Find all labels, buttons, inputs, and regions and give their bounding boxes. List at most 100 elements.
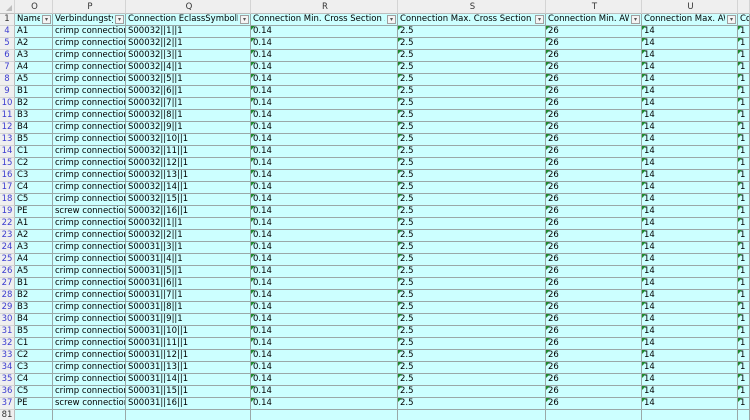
table-cell[interactable]: 14 xyxy=(642,98,738,110)
table-cell[interactable]: 0.14 xyxy=(251,362,398,374)
table-cell[interactable]: 26 xyxy=(546,62,642,74)
table-cell[interactable]: PE xyxy=(15,398,53,410)
table-cell[interactable]: 26 xyxy=(546,254,642,266)
table-cell[interactable]: S00031||10||1 xyxy=(126,326,251,338)
table-cell[interactable]: crimp connection xyxy=(53,242,126,254)
table-cell[interactable]: 14 xyxy=(642,302,738,314)
column-header-Q[interactable]: Q xyxy=(126,0,251,14)
table-cell[interactable]: 0.14 xyxy=(251,254,398,266)
table-cell[interactable]: 0.14 xyxy=(251,386,398,398)
table-cell[interactable]: 2.5 xyxy=(398,254,546,266)
table-cell[interactable]: 0.14 xyxy=(251,134,398,146)
table-cell[interactable]: 26 xyxy=(546,122,642,134)
table-cell[interactable]: 0.14 xyxy=(251,122,398,134)
table-cell[interactable]: 14 xyxy=(642,386,738,398)
table-cell[interactable]: 14 xyxy=(642,254,738,266)
row-number[interactable]: 12 xyxy=(0,122,15,134)
table-cell[interactable]: B4 xyxy=(15,314,53,326)
table-cell[interactable]: S00032||8||1 xyxy=(126,110,251,122)
row-number[interactable]: 31 xyxy=(0,326,15,338)
table-cell[interactable]: 26 xyxy=(546,158,642,170)
filter-dropdown-button[interactable]: ▾ xyxy=(631,15,640,24)
table-cell[interactable]: 1 xyxy=(738,242,750,254)
table-cell[interactable]: 14 xyxy=(642,374,738,386)
table-cell[interactable]: crimp connection xyxy=(53,182,126,194)
table-cell[interactable]: 26 xyxy=(546,86,642,98)
table-cell[interactable]: 2.5 xyxy=(398,194,546,206)
table-cell[interactable]: 14 xyxy=(642,230,738,242)
filter-dropdown-button[interactable]: ▾ xyxy=(387,15,396,24)
table-cell[interactable]: 2.5 xyxy=(398,326,546,338)
table-cell[interactable]: crimp connection xyxy=(53,218,126,230)
table-cell[interactable]: S00032||16||1 xyxy=(126,206,251,218)
table-cell[interactable]: 14 xyxy=(642,206,738,218)
table-cell[interactable]: 0.14 xyxy=(251,266,398,278)
table-cell[interactable]: 14 xyxy=(642,26,738,38)
table-cell[interactable]: 14 xyxy=(642,134,738,146)
table-cell[interactable]: 26 xyxy=(546,74,642,86)
table-cell[interactable]: C1 xyxy=(15,338,53,350)
table-cell[interactable]: 14 xyxy=(642,86,738,98)
table-cell[interactable]: S00031||6||1 xyxy=(126,278,251,290)
table-cell[interactable]: 0.14 xyxy=(251,110,398,122)
row-number[interactable]: 18 xyxy=(0,194,15,206)
table-cell[interactable]: A5 xyxy=(15,266,53,278)
table-cell[interactable]: crimp connection xyxy=(53,38,126,50)
table-cell[interactable]: 2.5 xyxy=(398,242,546,254)
table-cell[interactable]: 1 xyxy=(738,110,750,122)
table-cell[interactable]: 2.5 xyxy=(398,302,546,314)
table-cell[interactable]: crimp connection xyxy=(53,326,126,338)
table-cell[interactable]: 2.5 xyxy=(398,386,546,398)
table-cell[interactable]: B5 xyxy=(15,326,53,338)
table-cell[interactable]: crimp connection xyxy=(53,290,126,302)
table-cell[interactable]: crimp connection xyxy=(53,62,126,74)
table-cell[interactable]: crimp connection xyxy=(53,122,126,134)
table-cell[interactable]: 1 xyxy=(738,206,750,218)
row-number[interactable]: 4 xyxy=(0,26,15,38)
column-header-U[interactable]: U xyxy=(642,0,738,14)
table-cell[interactable]: S00032||11||1 xyxy=(126,146,251,158)
table-cell[interactable]: 1 xyxy=(738,386,750,398)
row-number[interactable]: 32 xyxy=(0,338,15,350)
table-cell[interactable]: 26 xyxy=(546,98,642,110)
table-cell[interactable]: 2.5 xyxy=(398,110,546,122)
table-cell[interactable]: S00032||14||1 xyxy=(126,182,251,194)
row-number[interactable]: 27 xyxy=(0,278,15,290)
table-cell[interactable]: crimp connection xyxy=(53,362,126,374)
table-cell[interactable]: 14 xyxy=(642,398,738,410)
table-cell[interactable]: S00031||8||1 xyxy=(126,302,251,314)
table-cell[interactable]: 2.5 xyxy=(398,134,546,146)
table-cell[interactable]: B1 xyxy=(15,278,53,290)
table-cell[interactable]: 1 xyxy=(738,74,750,86)
table-cell[interactable]: 26 xyxy=(546,266,642,278)
column-header-O[interactable]: O xyxy=(15,0,53,14)
table-cell[interactable]: 26 xyxy=(546,194,642,206)
table-cell[interactable]: 14 xyxy=(642,326,738,338)
table-cell[interactable]: S00031||4||1 xyxy=(126,254,251,266)
column-header-R[interactable]: R xyxy=(251,0,398,14)
table-cell[interactable]: 14 xyxy=(642,146,738,158)
table-cell[interactable]: 2.5 xyxy=(398,218,546,230)
column-header-V[interactable] xyxy=(738,0,750,14)
table-cell[interactable]: S00032||2||1 xyxy=(126,38,251,50)
table-cell[interactable]: screw connection xyxy=(53,398,126,410)
table-cell[interactable]: S00032||10||1 xyxy=(126,134,251,146)
table-cell[interactable]: 14 xyxy=(642,350,738,362)
table-cell[interactable]: crimp connection xyxy=(53,254,126,266)
table-cell[interactable]: A3 xyxy=(15,50,53,62)
table-cell[interactable]: B1 xyxy=(15,86,53,98)
table-cell[interactable]: S00032||2||1 xyxy=(126,230,251,242)
row-number[interactable]: 11 xyxy=(0,110,15,122)
table-cell[interactable]: S00031||12||1 xyxy=(126,350,251,362)
table-cell[interactable]: 0.14 xyxy=(251,326,398,338)
filter-dropdown-button[interactable]: ▾ xyxy=(42,15,51,24)
row-number[interactable]: 36 xyxy=(0,386,15,398)
table-cell[interactable]: S00032||7||1 xyxy=(126,98,251,110)
table-cell[interactable]: 1 xyxy=(738,374,750,386)
table-cell[interactable]: 2.5 xyxy=(398,182,546,194)
table-cell[interactable]: B5 xyxy=(15,134,53,146)
table-cell[interactable]: 0.14 xyxy=(251,350,398,362)
table-cell[interactable]: C2 xyxy=(15,350,53,362)
table-cell[interactable]: 1 xyxy=(738,50,750,62)
table-cell[interactable]: crimp connection xyxy=(53,266,126,278)
